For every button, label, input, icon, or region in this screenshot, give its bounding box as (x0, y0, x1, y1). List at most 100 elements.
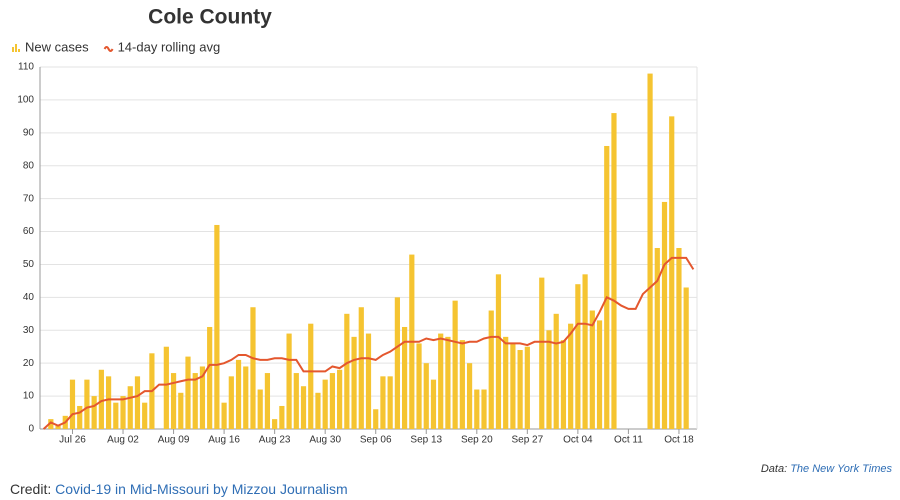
data-label: Data: (760, 463, 788, 475)
bar (113, 402, 119, 429)
bar (286, 333, 292, 429)
y-tick-label: 10 (23, 391, 35, 402)
bar (243, 366, 249, 429)
bar (582, 274, 588, 429)
bar (481, 389, 487, 429)
x-tick-label: Sep 27 (511, 435, 543, 446)
y-tick-label: 20 (23, 358, 35, 369)
bar (358, 307, 364, 429)
bar (221, 402, 227, 429)
bar (380, 376, 386, 429)
line (42, 256, 695, 430)
x-tick-label: Oct 11 (614, 435, 643, 446)
bar (329, 373, 336, 429)
bar (517, 350, 523, 429)
bar (178, 392, 184, 429)
bar (495, 274, 502, 429)
bar (228, 376, 234, 429)
bar (669, 116, 675, 429)
x-tick-label: Aug 30 (309, 435, 341, 446)
x-tick-label: Sep 06 (360, 435, 392, 446)
chart: Cole County New cases 14-day rolling avg … (12, 6, 698, 446)
bar (344, 313, 350, 429)
bar (503, 336, 509, 429)
bar (387, 376, 393, 429)
bar (279, 405, 285, 429)
credit: Credit: Covid-19 in Mid-Missouri by Mizz… (10, 481, 348, 497)
bar (676, 248, 682, 429)
data-link[interactable]: The New York Times (790, 463, 892, 475)
bar (337, 369, 343, 429)
x-tick-label: Aug 02 (107, 435, 139, 446)
bar (539, 277, 545, 429)
y-tick-label: 0 (28, 424, 34, 435)
bar (250, 307, 256, 429)
bar (373, 409, 379, 429)
bar (661, 201, 668, 429)
legend-swatch (12, 47, 14, 52)
x-tick-label: Aug 16 (208, 435, 240, 446)
bar (474, 389, 480, 429)
bar (459, 340, 465, 429)
y-tick-label: 90 (23, 127, 35, 138)
legend-swatch (18, 49, 20, 52)
bar (401, 326, 408, 429)
bar (69, 379, 76, 429)
x-tick-label: Oct 18 (664, 435, 694, 446)
bar (192, 373, 198, 429)
y-tick-label: 60 (23, 226, 35, 237)
bar (207, 326, 213, 429)
y-tick-label: 40 (23, 292, 35, 303)
bar (452, 300, 458, 429)
bar (488, 310, 494, 429)
bar (604, 145, 610, 429)
bar (596, 320, 603, 429)
x-tick-label: Sep 13 (410, 435, 442, 446)
bar (546, 330, 552, 429)
bar (272, 419, 278, 429)
bar (293, 373, 299, 429)
y-tick-label: 70 (23, 193, 35, 204)
y-tick-label: 30 (23, 325, 35, 336)
bar (365, 333, 372, 429)
bar (163, 346, 169, 429)
legend-swatch (103, 46, 114, 52)
x-tick-label: Sep 20 (461, 435, 493, 446)
bar (510, 343, 516, 429)
bar (48, 419, 54, 429)
bar (185, 356, 191, 429)
bar (170, 373, 177, 429)
bar (55, 425, 61, 429)
x-tick-label: Oct 04 (563, 435, 593, 446)
bar (315, 392, 321, 429)
bar (560, 340, 567, 429)
bar (300, 386, 307, 429)
bar (142, 402, 148, 429)
credit-label: Credit: (10, 481, 52, 497)
legend-label: 14-day rolling avg (118, 39, 221, 54)
y-tick-label: 80 (23, 160, 35, 171)
bar (445, 336, 451, 429)
bar (423, 363, 429, 429)
data-source: Data: The New York Times (761, 463, 892, 475)
bar (568, 323, 574, 429)
credit-link[interactable]: Covid-19 in Mid-Missouri by Mizzou Journ… (55, 481, 348, 497)
bar (120, 396, 126, 429)
legend: New cases 14-day rolling avg (12, 39, 220, 54)
bar (91, 396, 97, 429)
bar (308, 323, 314, 429)
chart-title: Cole County (148, 6, 272, 29)
bar (553, 313, 559, 429)
x-tick-label: Jul 26 (59, 435, 86, 446)
bar (524, 346, 530, 429)
bar (257, 389, 263, 429)
bar (322, 379, 328, 429)
bar (84, 379, 90, 429)
bar (199, 366, 206, 429)
y-tick-label: 100 (17, 95, 34, 106)
bar (77, 405, 83, 429)
bar (589, 310, 595, 429)
bar (683, 287, 689, 429)
bar (134, 376, 141, 429)
